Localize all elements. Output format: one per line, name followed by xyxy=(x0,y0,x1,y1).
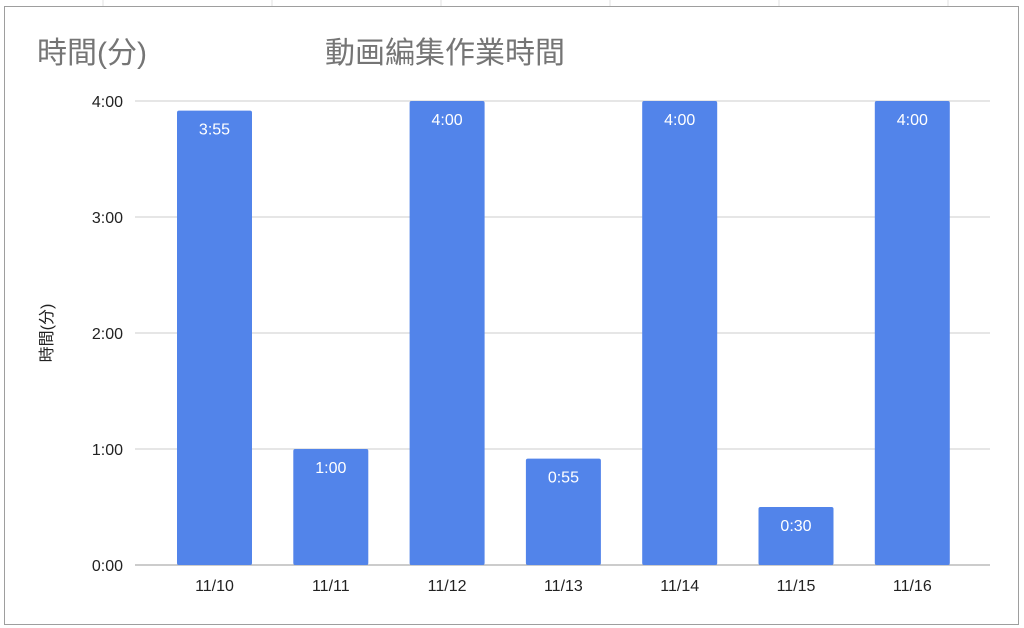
x-tick-label: 11/14 xyxy=(660,578,699,595)
y-tick-label: 4:00 xyxy=(92,94,123,111)
data-label: 0:55 xyxy=(548,470,579,487)
x-tick-label: 11/12 xyxy=(428,578,467,595)
x-tick-label: 11/10 xyxy=(195,578,234,595)
data-label: 4:00 xyxy=(897,112,928,129)
y-tick-label: 2:00 xyxy=(92,326,123,343)
chart-container[interactable] xyxy=(4,6,1019,625)
bar-11-10[interactable] xyxy=(177,110,252,566)
corner-label: 時間(分) xyxy=(37,37,147,70)
bar-11-13[interactable] xyxy=(525,458,601,565)
y-axis-label: 時間(分) xyxy=(38,304,56,363)
data-label: 1:00 xyxy=(315,460,346,477)
y-tick-label: 1:00 xyxy=(92,442,123,459)
y-tick-label: 3:00 xyxy=(92,210,123,227)
x-tick-label: 11/11 xyxy=(312,578,350,595)
x-tick-label: 11/16 xyxy=(893,578,932,595)
data-label: 0:30 xyxy=(780,518,811,535)
bar-11-11[interactable] xyxy=(293,449,369,565)
bar-11-12[interactable] xyxy=(409,101,485,565)
bar-11-14[interactable] xyxy=(642,101,718,565)
y-tick-label: 0:00 xyxy=(92,558,123,575)
x-tick-label: 11/15 xyxy=(777,578,816,595)
bar-11-15[interactable] xyxy=(758,507,834,565)
chart-title: 動画編集作業時間 xyxy=(325,37,565,70)
data-label: 4:00 xyxy=(432,112,463,129)
data-label: 4:00 xyxy=(664,112,695,129)
x-tick-label: 11/13 xyxy=(544,578,583,595)
data-label: 3:55 xyxy=(199,122,230,139)
bar-11-16[interactable] xyxy=(874,101,950,565)
